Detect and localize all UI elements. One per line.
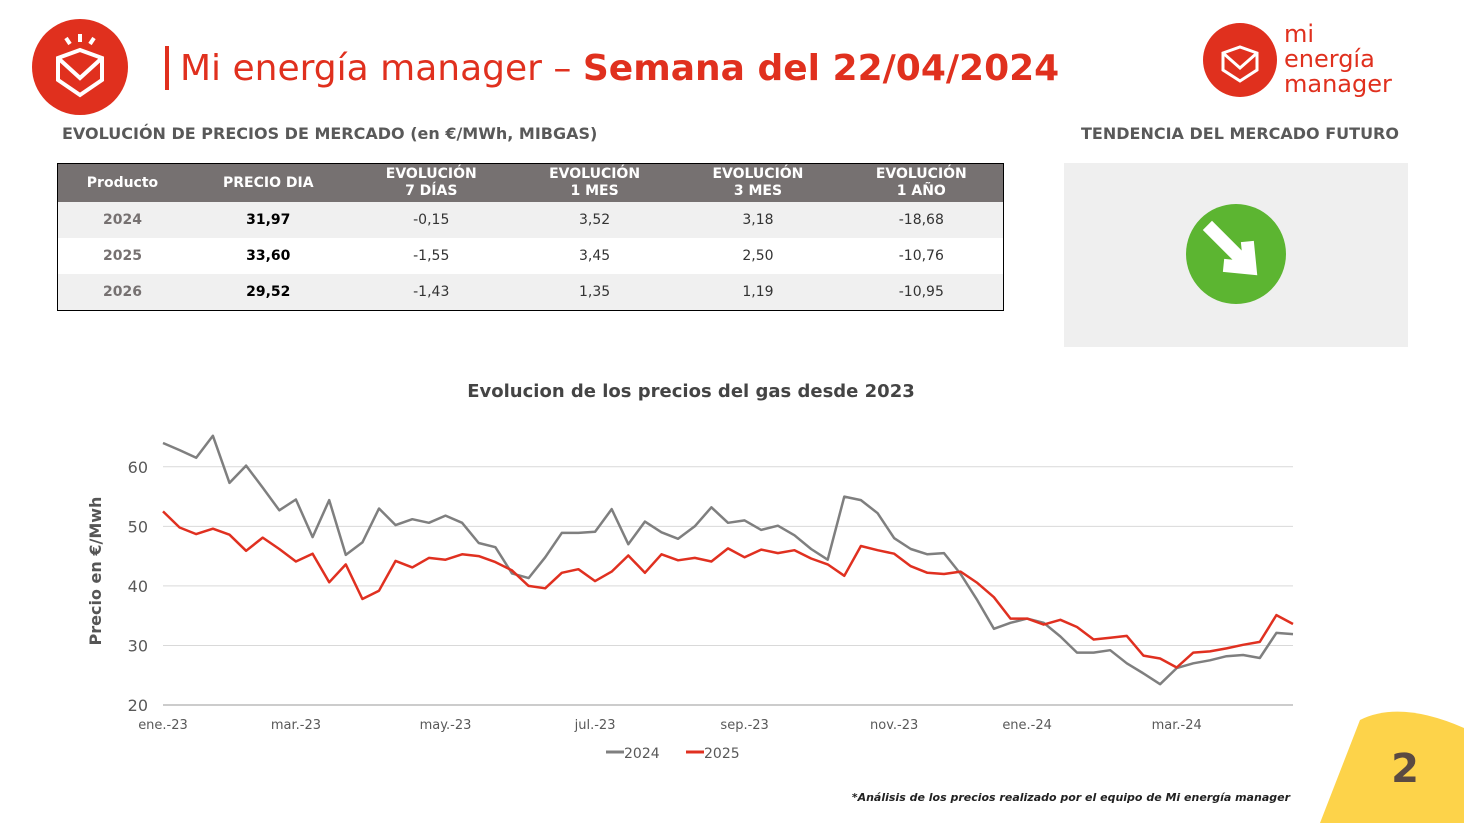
chart-title: Evolucion de los precios del gas desde 2… [467, 381, 915, 402]
chart: Evolucion de los precios del gas desde 2… [86, 381, 1294, 762]
logo-icon-right [1221, 45, 1259, 83]
legend-label: 2024 [624, 746, 660, 762]
price-table-frame: Producto PRECIO DIA EVOLUCIÓN 7 DÍAS EVOLUCI… [57, 163, 1004, 311]
x-tick-label: nov.-23 [870, 718, 918, 733]
logo-text: manager [1284, 70, 1392, 98]
y-axis-label: Precio en €/Mwh [86, 497, 105, 646]
legend-label: 2025 [704, 746, 740, 762]
header-line: EVOLUCIÓN [385, 166, 477, 182]
page-tab [1320, 711, 1464, 823]
y-tick-label: 20 [128, 696, 148, 715]
header-row: Producto PRECIO DIA EVOLUCIÓN 7 DÍAS EVOLUCI… [58, 164, 1003, 202]
x-tick-label: may.-23 [420, 718, 472, 733]
logo-rays [64, 34, 96, 46]
table-cell: -0,15 [349, 202, 513, 238]
table-cell: 2025 [103, 248, 142, 264]
logo-icon [56, 47, 104, 98]
table-cell: 1,35 [512, 274, 677, 310]
column-header: Producto [58, 164, 187, 202]
header-line: 1 MES [570, 183, 619, 199]
logo-text: energía [1284, 45, 1375, 73]
table-cell: -18,68 [839, 202, 1003, 238]
x-tick-label: jul.-23 [574, 718, 616, 733]
table-cell: 3,52 [512, 202, 677, 238]
table-row: 2026 29,52 -1,43 1,35 1,19 -10,95 [58, 274, 1003, 310]
header-line: EVOLUCIÓN [712, 166, 804, 182]
trend-title: TENDENCIA DEL MERCADO FUTURO [1081, 124, 1399, 143]
title-bar [165, 46, 169, 90]
column-header: PRECIO DIA [186, 164, 350, 202]
series-line [162, 510, 1294, 669]
column-header: EVOLUCIÓN 1 MES [512, 164, 677, 202]
table-cell: 3,45 [579, 248, 611, 264]
x-tick-label: sep.-23 [720, 718, 768, 733]
header-line: PRECIO DIA [223, 174, 314, 191]
title: Mi energía manager – Semana del 22/04/20… [180, 48, 1059, 89]
trend-arrow [1202, 220, 1258, 276]
logo-text: mi [1284, 20, 1314, 48]
table-cell: 3,18 [676, 202, 840, 238]
column-header: EVOLUCIÓN 7 DÍAS [349, 164, 513, 202]
y-tick-label: 30 [128, 636, 148, 655]
table-cell: 2024 [58, 202, 187, 238]
header-line: 3 MES [733, 183, 783, 199]
column-header: EVOLUCIÓN 3 MES [676, 164, 840, 202]
footnote: *Análisis de los precios realizado por e… [852, 791, 1291, 804]
table-cell: 29,52 [186, 274, 350, 310]
table-title: EVOLUCIÓN DE PRECIOS DE MERCADO (en €/MW… [62, 124, 597, 143]
table-cell: 2026 [58, 274, 187, 310]
header-line: 1 AÑO [896, 183, 946, 199]
table-cell: -1,43 [349, 274, 513, 310]
logo-mark [32, 19, 128, 115]
table-row: 2024 31,97 -0,15 3,52 3,18 -18,68 [58, 202, 1003, 238]
x-tick-label: mar.-23 [271, 718, 321, 733]
y-tick-label: 50 [128, 517, 148, 536]
logo-mark-right [1203, 23, 1277, 97]
table-row: 2025 33,60 -1,55 3,45 2,50 -10,76 [58, 238, 1003, 274]
price-table: Producto PRECIO DIA EVOLUCIÓN 7 DÍAS EVOLUCI… [58, 164, 1003, 310]
x-tick-label: ene.-23 [138, 718, 188, 733]
x-tick-label: ene.-24 [1002, 718, 1052, 733]
header-line: Producto [86, 174, 159, 191]
header-line: 7 DÍAS [405, 183, 458, 199]
header-line: EVOLUCIÓN [875, 166, 967, 182]
table-cell: -1,55 [413, 248, 450, 264]
y-tick-label: 60 [128, 458, 148, 477]
table-cell: 1,19 [676, 274, 840, 310]
table-cell: -10,76 [898, 248, 944, 264]
series-line [162, 434, 1294, 686]
y-tick-label: 40 [128, 577, 148, 596]
column-header: EVOLUCIÓN 1 AÑO [839, 164, 1003, 202]
table-cell: 33,60 [246, 248, 291, 264]
table-cell: 31,97 [186, 202, 350, 238]
page-number: 2 [1391, 746, 1419, 792]
table-cell: -10,95 [839, 274, 1003, 310]
table-cell: 2,50 [742, 248, 774, 264]
header-line: EVOLUCIÓN [549, 166, 641, 182]
x-tick-label: mar.-24 [1152, 718, 1202, 733]
